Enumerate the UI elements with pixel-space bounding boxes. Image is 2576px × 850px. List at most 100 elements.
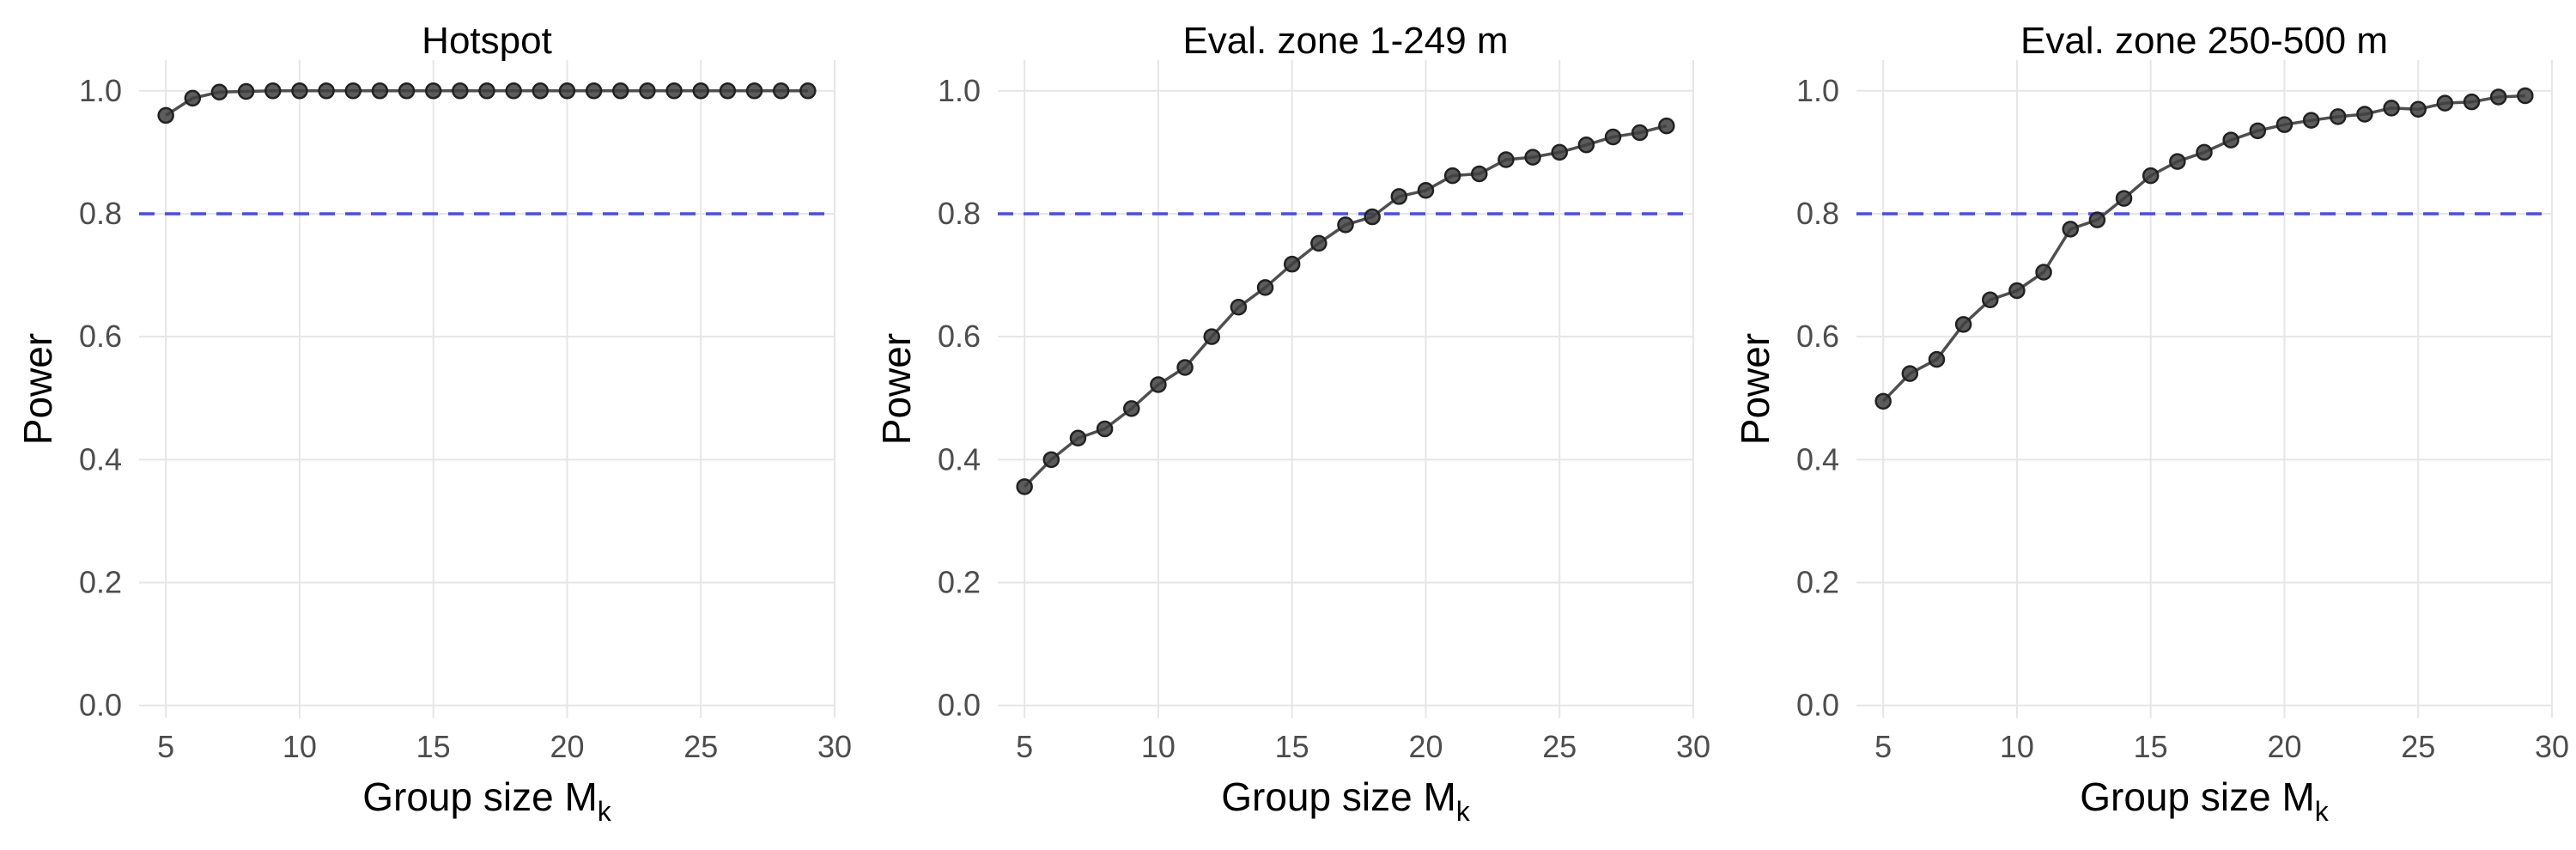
data-point — [2517, 87, 2534, 105]
y-axis-title: Power — [15, 333, 60, 445]
data-point — [1069, 429, 1087, 447]
data-point — [2436, 94, 2454, 112]
data-point — [558, 82, 576, 100]
data-point — [344, 82, 361, 100]
data-point — [452, 82, 469, 100]
data-point — [1123, 400, 1140, 417]
data-point — [1176, 359, 1194, 376]
x-axis-title-main: Group size M — [362, 774, 598, 819]
y-axis-title: Power — [874, 333, 919, 445]
x-tick-label: 5 — [1874, 729, 1892, 764]
data-point — [1604, 128, 1622, 146]
data-point — [371, 82, 389, 100]
chart-panel-2: 0.0 0.2 0.4 0.6 0.8 1.0 5 10 15 20 25 30 Eval. zone … — [874, 20, 1710, 827]
data-point — [1150, 376, 1167, 393]
y-tick-label: 0.4 — [79, 441, 122, 477]
y-tick-label: 0.0 — [938, 688, 981, 723]
x-tick-label: 10 — [283, 729, 317, 764]
y-tick-label: 0.4 — [1796, 441, 1839, 477]
data-point — [1901, 365, 1919, 382]
y-tick-label: 0.0 — [1796, 688, 1839, 723]
data-point — [210, 83, 228, 100]
data-point — [1016, 478, 1033, 495]
data-point — [2222, 131, 2239, 149]
data-point — [532, 82, 550, 100]
data-point — [1337, 216, 1354, 234]
data-point — [2035, 264, 2052, 281]
data-point — [1498, 151, 1515, 168]
series-line — [1881, 94, 2525, 403]
x-axis-title: Group size Mk — [362, 774, 612, 827]
data-point — [772, 82, 790, 100]
data-point — [1096, 420, 1114, 438]
y-tick-label: 0.2 — [79, 565, 122, 600]
data-point — [2463, 93, 2481, 111]
data-point — [1310, 234, 1327, 252]
x-tick-label: 30 — [1676, 729, 1710, 764]
x-axis-title-main: Group size M — [2080, 774, 2315, 819]
y-tick-label: 0.8 — [79, 196, 122, 231]
data-point — [2142, 167, 2160, 185]
x-axis-title-subscript: k — [1456, 796, 1471, 827]
data-point — [1524, 149, 1541, 166]
data-point — [184, 89, 202, 107]
y-tick-label: 0.6 — [938, 319, 981, 354]
x-tick-label: 30 — [817, 729, 852, 764]
data-point — [1417, 182, 1435, 199]
data-point — [264, 82, 282, 100]
data-point — [1256, 279, 1274, 296]
x-axis-title: Group size Mk — [1221, 774, 1471, 827]
data-point — [2302, 112, 2320, 129]
data-point — [612, 82, 629, 100]
data-point — [2062, 221, 2079, 238]
data-point — [1042, 451, 1060, 469]
data-point — [1471, 165, 1488, 183]
data-point — [2330, 108, 2347, 125]
data-point — [318, 82, 335, 100]
x-tick-label: 25 — [2401, 729, 2435, 764]
data-point — [1283, 255, 1301, 273]
x-tick-label: 20 — [2267, 729, 2301, 764]
data-point — [1928, 350, 1946, 368]
data-point — [1443, 167, 1461, 185]
x-axis-title: Group size Mk — [2080, 774, 2330, 827]
data-point — [424, 82, 442, 100]
data-point — [157, 106, 174, 124]
data-point — [2383, 100, 2400, 117]
x-tick-label: 10 — [1141, 729, 1176, 764]
data-point — [2196, 143, 2213, 161]
data-point — [1658, 117, 1675, 135]
data-point — [1390, 188, 1408, 205]
x-tick-label: 25 — [1542, 729, 1577, 764]
y-tick-label: 0.2 — [938, 565, 981, 600]
data-point — [799, 82, 817, 100]
data-point — [291, 82, 308, 100]
data-point — [2275, 116, 2293, 133]
x-tick-label: 10 — [2000, 729, 2034, 764]
data-point — [2008, 282, 2026, 300]
data-point — [1230, 299, 1248, 316]
x-tick-label: 5 — [1016, 729, 1033, 764]
y-tick-label: 0.8 — [1796, 196, 1839, 231]
data-point — [2115, 190, 2133, 207]
data-point — [2409, 100, 2427, 118]
data-point — [1874, 392, 1892, 410]
chart-panel-1: 0.0 0.2 0.4 0.6 0.8 1.0 5 10 15 20 25 30 Hotspot Powe… — [15, 20, 852, 827]
y-tick-label: 0.0 — [79, 688, 122, 723]
data-point — [1364, 208, 1381, 226]
data-point — [2169, 153, 2186, 170]
x-tick-label: 20 — [1408, 729, 1443, 764]
x-tick-label: 30 — [2535, 729, 2569, 764]
data-point — [2489, 88, 2507, 106]
data-point — [505, 82, 522, 100]
x-axis-title-main: Group size M — [1221, 774, 1456, 819]
data-point — [1203, 328, 1220, 345]
chart-title: Hotspot — [422, 20, 552, 62]
data-point — [745, 82, 763, 100]
data-point — [478, 82, 495, 100]
chart-title: Eval. zone 1-249 m — [1182, 20, 1508, 62]
y-tick-label: 0.4 — [938, 441, 981, 477]
data-point — [2356, 106, 2373, 123]
y-tick-label: 0.2 — [1796, 565, 1839, 600]
